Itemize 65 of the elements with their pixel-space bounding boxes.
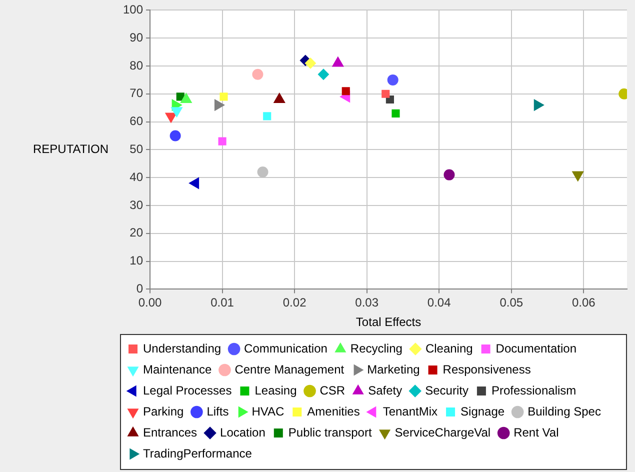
legend-label: Entrances bbox=[143, 425, 198, 440]
point bbox=[332, 56, 344, 67]
legend-label: Communication bbox=[244, 341, 328, 356]
y-tick-label: 90 bbox=[130, 30, 144, 44]
point bbox=[387, 74, 398, 86]
x-tick-label: 0.05 bbox=[500, 296, 524, 310]
legend-label: TenantMix bbox=[382, 404, 438, 418]
legend-label: Legal Processes bbox=[143, 383, 232, 398]
y-tick-label: 80 bbox=[130, 58, 144, 72]
legend-label: Location bbox=[220, 425, 266, 440]
y-tick-label: 0 bbox=[136, 282, 144, 296]
point bbox=[318, 68, 329, 80]
y-tick-label: 70 bbox=[130, 86, 144, 100]
legend-label: Parking bbox=[143, 404, 184, 418]
legend-label: Centre Management bbox=[234, 362, 345, 376]
legend-label: Amenities bbox=[307, 404, 360, 418]
legend-label: Leasing bbox=[254, 383, 297, 398]
legend-label: Recycling bbox=[350, 341, 402, 356]
point bbox=[263, 112, 272, 120]
point bbox=[304, 58, 316, 69]
point bbox=[170, 130, 181, 142]
point bbox=[218, 137, 226, 146]
legend-label: Cleaning bbox=[425, 341, 473, 356]
y-tick-label: 60 bbox=[130, 114, 144, 128]
legend-label: Rent Val bbox=[514, 425, 559, 440]
point bbox=[189, 177, 200, 189]
y-tick-label: 10 bbox=[130, 254, 144, 268]
legend-label: HVAC bbox=[252, 404, 284, 418]
legend-label: Public transport bbox=[288, 425, 372, 440]
legend-label: Documentation bbox=[496, 341, 577, 356]
x-tick-label: 0.06 bbox=[572, 296, 596, 310]
y-tick-label: 20 bbox=[130, 226, 144, 240]
y-tick-label: 50 bbox=[130, 142, 144, 156]
point bbox=[252, 68, 264, 80]
legend-label: ServiceChargeVal bbox=[394, 425, 491, 440]
y-tick-label: 100 bbox=[122, 2, 144, 17]
point bbox=[572, 171, 584, 182]
x-tick-label: 0.01 bbox=[210, 296, 234, 310]
x-tick-label: 0.00 bbox=[138, 296, 162, 310]
point bbox=[214, 99, 224, 111]
legend-label: Lifts bbox=[206, 404, 229, 418]
point bbox=[220, 92, 228, 101]
x-tick-label: 0.03 bbox=[355, 296, 379, 310]
legend-label: Responsiveness bbox=[442, 362, 531, 376]
point bbox=[257, 166, 268, 178]
y-axis-title: REPUTATION bbox=[33, 142, 109, 156]
legend-label: Marketing bbox=[367, 362, 420, 376]
legend-label: Security bbox=[425, 383, 468, 398]
legend-label: Maintenance bbox=[143, 362, 212, 376]
x-tick-label: 0.02 bbox=[282, 296, 307, 310]
y-tick-label: 30 bbox=[130, 198, 144, 212]
point bbox=[392, 109, 400, 118]
point bbox=[444, 169, 455, 180]
x-tick-label: 0.04 bbox=[427, 296, 452, 310]
legend-label: Professionalism bbox=[491, 383, 576, 398]
point bbox=[382, 90, 390, 98]
legend-label: Understanding bbox=[143, 341, 222, 356]
legend-label: CSR bbox=[320, 383, 346, 398]
y-tick-label: 40 bbox=[130, 170, 144, 184]
legend-label: Signage bbox=[460, 404, 505, 418]
x-axis-title: Total Effects bbox=[356, 315, 422, 330]
legend-label: Safety bbox=[368, 383, 402, 398]
legend-label: Building Spec bbox=[528, 404, 601, 418]
point bbox=[342, 87, 350, 96]
legend-label: TradingPerformance bbox=[143, 446, 252, 460]
